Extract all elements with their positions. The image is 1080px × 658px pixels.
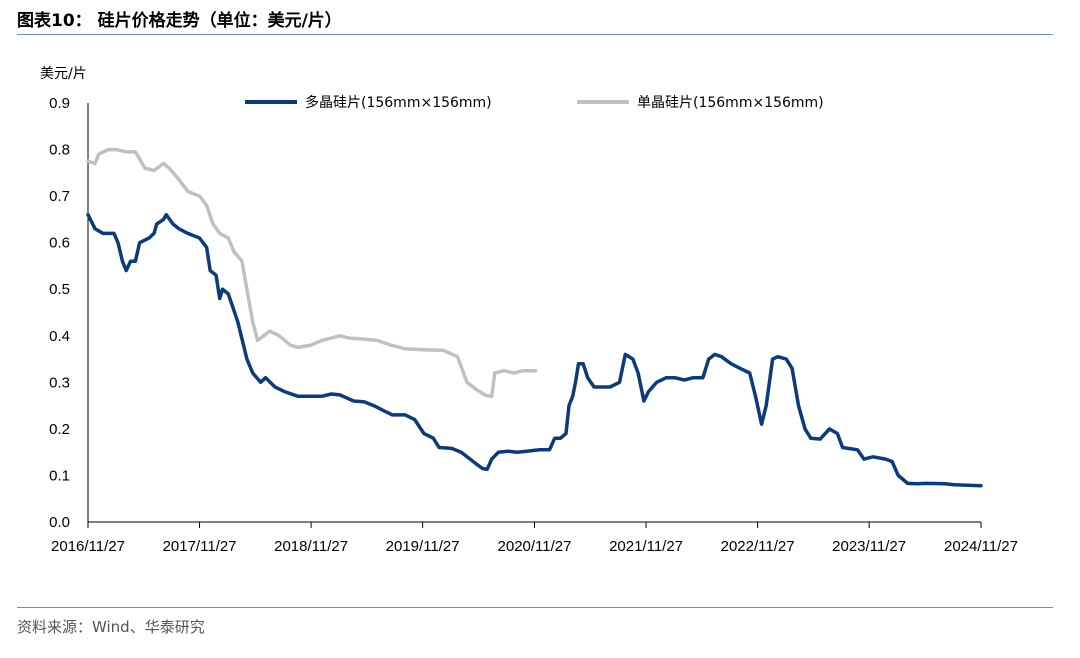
chart-title: 图表10： 硅片价格走势（单位：美元/片） <box>17 11 342 31</box>
x-tick-label: 2017/11/27 <box>163 538 237 555</box>
series-line-2 <box>86 147 538 399</box>
y-tick-label: 0.6 <box>49 235 70 252</box>
y-tick-label: 0.1 <box>49 467 70 484</box>
y-tick-label: 0.5 <box>49 281 70 298</box>
y-tick-label: 0.7 <box>49 188 70 205</box>
bottom-divider <box>17 607 1053 608</box>
x-tick-label: 2021/11/27 <box>609 538 683 555</box>
x-tick-label: 2016/11/27 <box>51 538 125 555</box>
x-tick-label: 2023/11/27 <box>832 538 906 555</box>
source-note: 资料来源：Wind、华泰研究 <box>17 618 205 636</box>
x-tick-label: 2022/11/27 <box>721 538 795 555</box>
y-tick-label: 0.2 <box>49 421 70 438</box>
series-line-1 <box>86 212 983 488</box>
y-tick-label: 0.4 <box>49 328 70 345</box>
legend-label-1: 多晶硅片(156mm×156mm) <box>305 94 492 111</box>
legend-label-2: 单晶硅片(156mm×156mm) <box>637 95 824 111</box>
top-divider <box>17 34 1053 35</box>
y-tick-label: 0.0 <box>49 514 70 531</box>
chart-legend: 多晶硅片(156mm×156mm) 单晶硅片(156mm×156mm) <box>245 94 824 111</box>
y-axis-unit-label: 美元/片 <box>40 66 87 82</box>
y-tick-label: 0.9 <box>49 95 70 112</box>
x-tick-label: 2019/11/27 <box>386 538 460 555</box>
x-tick-label: 2024/11/27 <box>944 538 1018 555</box>
y-tick-label: 0.8 <box>49 142 70 159</box>
chart-axes: 0.0 0.1 0.2 0.3 0.4 0.5 0.6 0.7 0.8 0.9 2016/11/27… <box>49 95 1018 555</box>
x-tick-label: 2018/11/27 <box>274 538 348 555</box>
x-tick-label: 2020/11/27 <box>498 538 572 555</box>
y-tick-label: 0.3 <box>49 374 70 391</box>
chart-series <box>86 147 983 488</box>
